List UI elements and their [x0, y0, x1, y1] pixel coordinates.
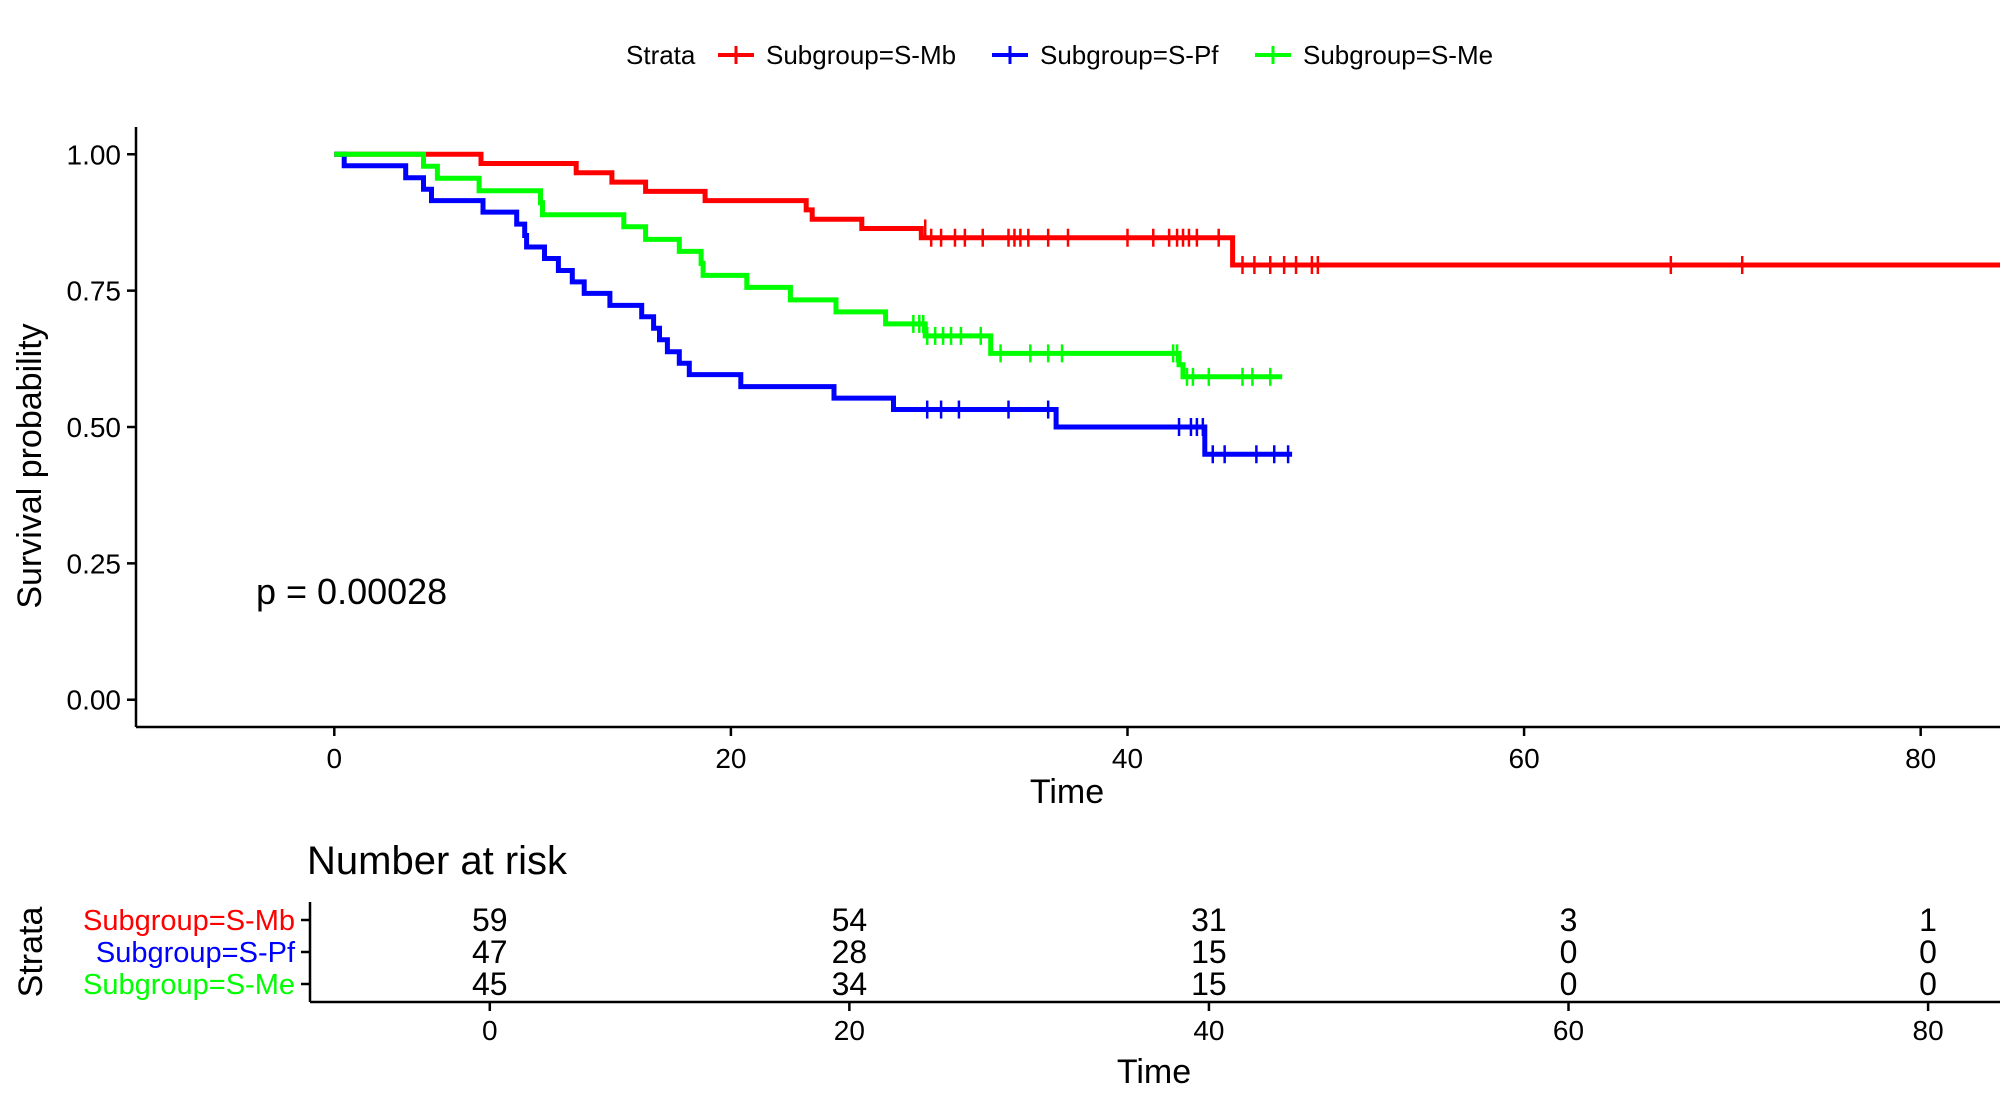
- risk-row: Subgroup=S-Me 45 34 15 0 0: [83, 966, 1937, 1002]
- main-x-tick-label: 0: [327, 743, 343, 774]
- risk-row: Subgroup=S-Mb 59 54 31 3 1: [83, 902, 1937, 938]
- survival-step-line: [334, 151, 1283, 380]
- legend-item: Subgroup=S-Me: [1255, 40, 1493, 70]
- risk-row-label: Subgroup=S-Mb: [83, 905, 295, 937]
- risk-count: 0: [1919, 934, 1937, 970]
- risk-count: 45: [472, 966, 508, 1002]
- risk-table-title: Number at risk: [307, 839, 568, 883]
- survival-series: [334, 151, 1283, 386]
- risk-count: 34: [832, 966, 868, 1002]
- main-x-tick-label: 40: [1112, 743, 1143, 774]
- main-x-tick-label: 80: [1905, 743, 1936, 774]
- risk-x-tick-label: 80: [1913, 1015, 1944, 1046]
- legend-item: Subgroup=S-Mb: [718, 40, 956, 70]
- risk-table: Number at risk Strata 0 20 40 60 80 Subgroup…: [12, 839, 2000, 1091]
- risk-x-tick-label: 60: [1553, 1015, 1584, 1046]
- risk-count: 15: [1191, 966, 1227, 1002]
- risk-count: 31: [1191, 902, 1227, 938]
- p-value-annotation: p = 0.00028: [256, 571, 447, 612]
- legend-item-label: Subgroup=S-Me: [1303, 40, 1493, 70]
- risk-x-tick-label: 0: [482, 1015, 498, 1046]
- main-x-tick-label: 60: [1509, 743, 1540, 774]
- main-x-axis-label: Time: [1030, 773, 1104, 811]
- risk-count: 0: [1560, 934, 1578, 970]
- risk-count: 28: [832, 934, 868, 970]
- survival-step-line: [334, 151, 2000, 268]
- main-y-tick-label: 1.00: [67, 139, 122, 170]
- risk-row-label: Subgroup=S-Pf: [96, 937, 296, 969]
- risk-count: 3: [1560, 902, 1578, 938]
- legend-item-label: Subgroup=S-Pf: [1040, 40, 1219, 70]
- main-y-tick-label: 0.50: [67, 412, 122, 443]
- main-y-tick-label: 0.00: [67, 685, 122, 716]
- survival-series: [334, 151, 1293, 464]
- legend-item: Subgroup=S-Pf: [992, 40, 1219, 70]
- main-x-tick-label: 20: [715, 743, 746, 774]
- risk-row: Subgroup=S-Pf 47 28 15 0 0: [96, 934, 1937, 970]
- legend: Strata Subgroup=S-Mb Subgroup=S-Pf Subgrou…: [626, 40, 1493, 70]
- survival-series: [334, 151, 2000, 274]
- survival-step-line: [334, 151, 1293, 457]
- risk-x-tick-label: 20: [834, 1015, 865, 1046]
- risk-count: 15: [1191, 934, 1227, 970]
- risk-table-x-axis-label: Time: [1117, 1053, 1191, 1091]
- survival-plot: 0.00 0.25 0.50 0.75 1.00 0 20 40 60 80 p = 0.0002…: [11, 127, 2000, 811]
- legend-title: Strata: [626, 40, 696, 70]
- risk-table-y-axis-label: Strata: [12, 907, 50, 998]
- risk-count: 0: [1560, 966, 1578, 1002]
- legend-item-label: Subgroup=S-Mb: [766, 40, 956, 70]
- risk-count: 1: [1919, 902, 1937, 938]
- risk-count: 47: [472, 934, 508, 970]
- main-y-tick-label: 0.75: [67, 276, 122, 307]
- risk-x-tick-label: 40: [1193, 1015, 1224, 1046]
- main-y-tick-label: 0.25: [67, 548, 122, 579]
- risk-row-label: Subgroup=S-Me: [83, 969, 295, 1001]
- risk-count: 54: [832, 902, 868, 938]
- main-y-axis-label: Survival probability: [11, 323, 49, 608]
- risk-count: 0: [1919, 966, 1937, 1002]
- risk-count: 59: [472, 902, 508, 938]
